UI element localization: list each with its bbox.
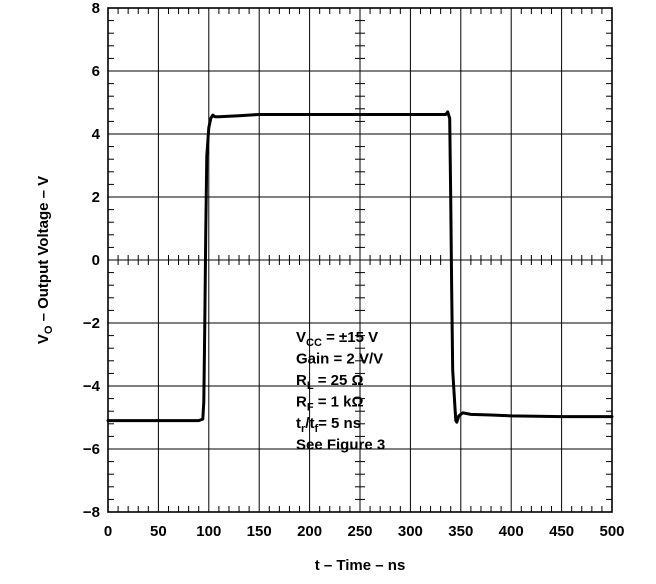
x-tick-label: 500 [599, 523, 624, 540]
annotation-line: tr/tf= 5 ns [296, 415, 361, 435]
annotation-line: Gain = 2 V/V [296, 351, 383, 368]
y-axis-title-sub: O [43, 325, 55, 334]
series-line [106, 110, 614, 424]
x-tick-label: 0 [104, 523, 112, 540]
annotation-subscript: L [307, 380, 314, 392]
y-tick-label: 0 [92, 252, 100, 269]
annotation-line: RF = 1 kΩ [296, 394, 364, 414]
annotation-subscript: F [307, 402, 314, 414]
x-tick-label: 150 [247, 523, 272, 540]
y-tick-label: 6 [92, 63, 100, 80]
y-tick-label: 2 [92, 189, 100, 206]
y-tick-label: −6 [83, 441, 100, 458]
x-tick-label: 300 [398, 523, 423, 540]
annotation-line: VCC = ±15 V [296, 329, 378, 349]
x-tick-label: 350 [448, 523, 473, 540]
x-tick-label: 450 [549, 523, 574, 540]
y-tick-label: −2 [83, 315, 100, 332]
annotation-subscript: f [314, 423, 318, 435]
annotation-text: R [296, 394, 307, 411]
x-tick-label: 100 [196, 523, 221, 540]
plot-frame [107, 7, 613, 513]
y-axis-title-main: V [35, 334, 52, 344]
annotation-text: R [296, 372, 307, 389]
y-tick-label: 4 [92, 126, 101, 143]
y-tick-label: −4 [83, 378, 101, 395]
annotation-subscript: CC [306, 337, 322, 349]
series-layer [106, 110, 614, 424]
annotation-text: t [296, 415, 301, 432]
center-minor-ticks [108, 8, 612, 512]
annotation-line: RL = 25 Ω [296, 372, 364, 392]
annotation-line: See Figure 3 [296, 437, 385, 454]
annotation-text: V [296, 329, 306, 346]
x-tick-label: 200 [297, 523, 322, 540]
y-tick-label: −8 [83, 504, 100, 521]
x-tick-label: 400 [499, 523, 524, 540]
annotation-text: See Figure 3 [296, 437, 385, 454]
y-axis-title: VO – Output Voltage – V [35, 176, 55, 344]
x-axis-title: t – Time – ns [315, 557, 406, 574]
annotation-text: = 1 kΩ [314, 394, 364, 411]
x-tick-label: 50 [150, 523, 167, 540]
annotation-text: = 5 ns [318, 415, 361, 432]
annotation-text: = 25 Ω [314, 372, 364, 389]
annotation-subscript: r [301, 423, 306, 435]
annotation-text: = ±15 V [322, 329, 378, 346]
x-tick-labels: 0 50 100 150 200 250 300 350 400 450 500 [104, 523, 625, 540]
y-axis-title-rest: – Output Voltage – V [35, 176, 52, 326]
y-tick-labels: −8 −6 −4 −2 0 2 4 6 8 [83, 0, 101, 521]
annotation-text: /t [305, 415, 314, 432]
y-tick-label: 8 [92, 0, 100, 17]
annotation-text: Gain = 2 V/V [296, 351, 383, 368]
x-tick-label: 250 [347, 523, 372, 540]
